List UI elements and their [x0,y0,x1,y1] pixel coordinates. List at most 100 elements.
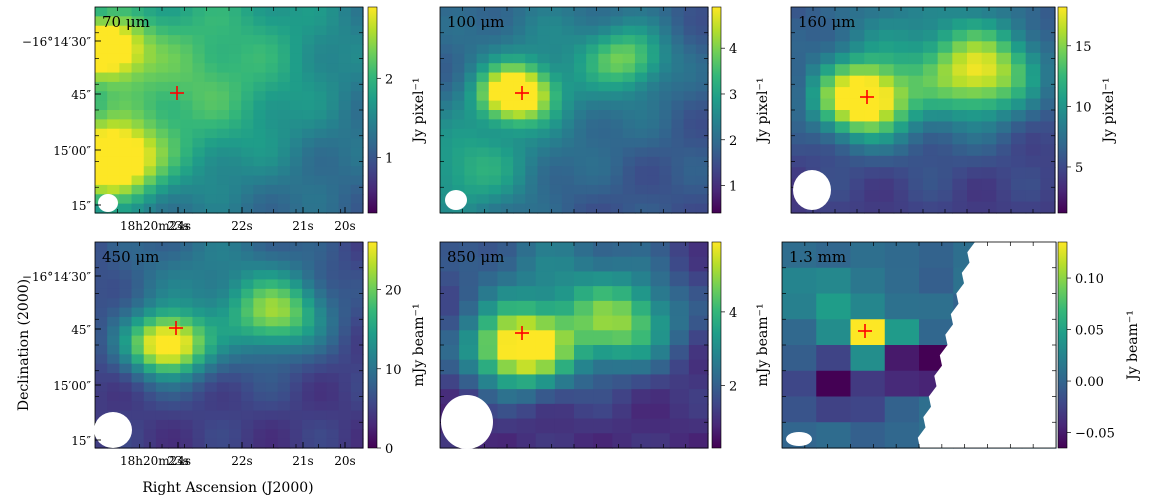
heatmap-cell [908,75,924,88]
heatmap-cell [216,410,230,421]
heatmap-cell [650,330,671,346]
heatmap-cell [688,374,709,390]
heatmap-cell [864,167,880,180]
heatmap-cell [598,147,612,158]
heatmap-cell [981,110,997,123]
heatmap-cell [893,98,909,111]
heatmap-cell [586,72,599,83]
heatmap-cell [952,121,968,134]
heatmap-cell [820,110,836,123]
heatmap-cell [610,110,624,120]
colorbar-label: Jy beam⁻¹ [1125,310,1141,382]
heatmap-cell [289,63,303,74]
heatmap-cell [95,128,108,139]
heatmap-cell [561,175,575,186]
heatmap-cell [525,72,539,83]
heatmap-cell [289,7,303,17]
heatmap-cell [241,72,254,83]
heatmap-cell [241,307,254,318]
heatmap-cell [168,438,181,449]
heatmap-cell [1025,64,1041,77]
heatmap-cell [500,35,514,46]
heatmap-cell [326,429,340,440]
heatmap-cell [338,25,352,36]
heatmap-cell [265,260,279,271]
heatmap-cell [277,298,291,309]
heatmap-cell [326,373,340,384]
heatmap-cell [981,7,997,20]
heatmap-cell [647,203,660,214]
heatmap-cell [180,429,194,440]
heatmap-cell [586,184,599,195]
heatmap-cell [289,410,303,421]
heatmap-cell [497,315,518,331]
heatmap-cell [593,271,613,287]
heatmap-cell [981,155,997,168]
heatmap-cell [95,260,108,271]
heatmap-cell [155,63,169,74]
heatmap-cell [338,335,352,346]
heatmap-cell [879,52,895,65]
heatmap-cell [622,100,636,111]
heatmap-cell [671,7,685,17]
heatmap-cell [143,382,157,393]
heatmap-cell [893,155,909,168]
heatmap-cell [131,345,145,355]
heatmap-cell [967,18,983,31]
heatmap-cell [549,35,563,46]
heatmap-cell [131,363,145,374]
heatmap-cell [464,203,478,214]
heatmap-cell [476,166,490,177]
heatmap-cell [525,91,539,102]
heatmap-cell [180,119,194,130]
heatmap-cell [476,156,490,167]
heatmap-cell [326,354,340,365]
heatmap-cell [650,271,671,287]
heatmap-cell [996,52,1012,65]
heatmap-cell [574,44,587,55]
heatmap-cell [537,53,551,64]
heatmap-cell [180,410,194,421]
heatmap-cell [289,194,303,205]
heatmap-cell [107,382,120,393]
heatmap-cell [791,144,807,157]
heatmap-cell [204,203,218,214]
heatmap-cell [350,242,364,252]
heatmap-cell [791,7,807,20]
heatmap-cell [350,7,364,17]
heatmap-cell [452,35,465,46]
heatmap-cell [289,316,303,327]
heatmap-cell [107,270,120,281]
heatmap-cell [338,401,352,412]
heatmap-cell [204,307,218,318]
heatmap-cell [1025,29,1041,42]
heatmap-cell [350,438,364,449]
heatmap-cell [107,156,120,167]
heatmap-cell [981,132,997,145]
heatmap-cell [525,81,539,92]
heatmap-cell [350,44,364,55]
heatmap-cell [598,194,612,205]
heatmap-cell [893,41,909,54]
heatmap-cell [229,184,242,195]
heatmap-cell [253,270,267,281]
heatmap-cell [338,298,352,309]
heatmap-cell [180,242,194,252]
heatmap-cell [277,35,291,46]
heatmap-cell [241,44,254,55]
heatmap-cell [671,166,685,177]
heatmap-cell [488,35,502,46]
heatmap-cell [864,87,880,100]
heatmap-cell [593,242,613,258]
heatmap-cell [326,345,340,355]
heatmap-cell [908,178,924,191]
heatmap-cell [350,156,364,167]
heatmap-cell [241,156,254,167]
x-tick-label: 22s [231,454,252,468]
heatmap-cell [513,184,526,195]
heatmap-cell [241,138,254,149]
heatmap-cell [659,119,673,130]
heatmap-cell [695,147,709,158]
heatmap-cell [835,29,851,42]
heatmap-cell [549,138,563,149]
